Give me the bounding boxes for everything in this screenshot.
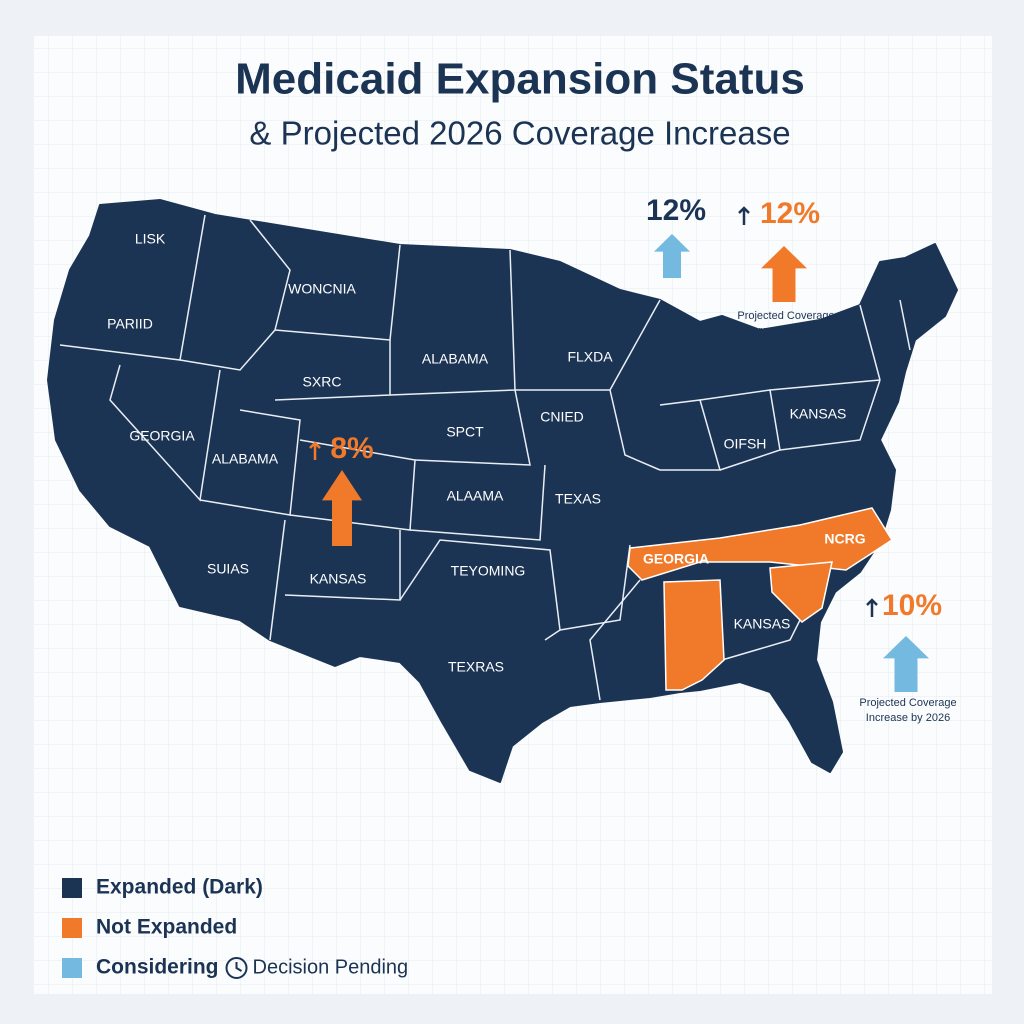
legend-label: Expanded (Dark) bbox=[96, 876, 263, 899]
clock-hands bbox=[235, 962, 243, 972]
up-icon bbox=[309, 441, 321, 460]
coverage-note: Increase by 2026 bbox=[744, 325, 828, 337]
coverage-note: Projected Coverage bbox=[859, 697, 956, 709]
arrow bbox=[322, 470, 362, 546]
state-label: NCRG bbox=[824, 531, 865, 547]
legend-label: Not Expanded bbox=[96, 916, 237, 939]
state-label: TEXRAS bbox=[448, 659, 504, 675]
callout: 8% bbox=[309, 432, 374, 546]
clock-icon bbox=[225, 957, 248, 979]
state-label: ALABAMA bbox=[212, 451, 279, 467]
state-label: ALAAMA bbox=[447, 488, 504, 504]
up-icon bbox=[866, 598, 878, 617]
callout: 10% Projected Coverage Increase by 2026 bbox=[859, 589, 956, 724]
coverage-note: Projected Coverage bbox=[737, 310, 834, 322]
us-map: LISK PARIID WONCNIA ALABAMA SXRC GEORGIA ALABA… bbox=[47, 194, 958, 783]
state-label: KANSAS bbox=[790, 406, 847, 422]
title: Medicaid Expansion Status bbox=[235, 55, 805, 104]
coverage-percent: 12% bbox=[646, 194, 706, 227]
not-expanded-south-carolina bbox=[769, 561, 833, 623]
subtitle: & Projected 2026 Coverage Increase bbox=[249, 115, 790, 152]
coverage-percent: 8% bbox=[330, 432, 373, 465]
legend: Expanded (Dark) Not Expanded Considering De… bbox=[62, 876, 408, 979]
state-label: GEORGIA bbox=[643, 551, 709, 567]
state-label: SUIAS bbox=[207, 561, 249, 577]
state-label: TEYOMING bbox=[451, 563, 526, 579]
coverage-percent: 10% bbox=[882, 589, 942, 622]
arrow bbox=[654, 234, 690, 278]
legend-swatch bbox=[62, 958, 82, 978]
state-label: CNIED bbox=[540, 409, 584, 425]
legend-swatch bbox=[62, 918, 82, 938]
us-outline bbox=[47, 199, 958, 783]
legend-swatch bbox=[62, 878, 82, 898]
up-icon bbox=[738, 206, 750, 225]
callout: 12% Projected Coverage Increase by 2026 bbox=[737, 197, 834, 337]
coverage-percent: 12% bbox=[760, 197, 820, 230]
state-label: LISK bbox=[135, 231, 166, 247]
state-label: SXRC bbox=[303, 374, 342, 390]
state-label: PARIID bbox=[107, 316, 153, 332]
state-label: WONCNIA bbox=[288, 281, 356, 297]
state-label: OIFSH bbox=[724, 436, 767, 452]
state-label: KANSAS bbox=[734, 616, 791, 632]
arrow bbox=[761, 246, 807, 302]
state-borders bbox=[59, 214, 911, 701]
state-label: GEORGIA bbox=[129, 428, 195, 444]
legend-extra: Decision Pending bbox=[253, 956, 409, 978]
legend-label: Considering bbox=[96, 956, 219, 979]
state-label: ALABAMA bbox=[422, 351, 489, 367]
state-label: KANSAS bbox=[310, 571, 367, 587]
state-label: TEXAS bbox=[555, 491, 601, 507]
state-label: FLXDA bbox=[567, 349, 613, 365]
state-label: SPCT bbox=[446, 424, 484, 440]
arrow bbox=[883, 636, 929, 692]
not-expanded-alabama bbox=[663, 579, 725, 691]
coverage-note: Increase by 2026 bbox=[866, 712, 950, 724]
callout: 12% bbox=[646, 194, 706, 278]
